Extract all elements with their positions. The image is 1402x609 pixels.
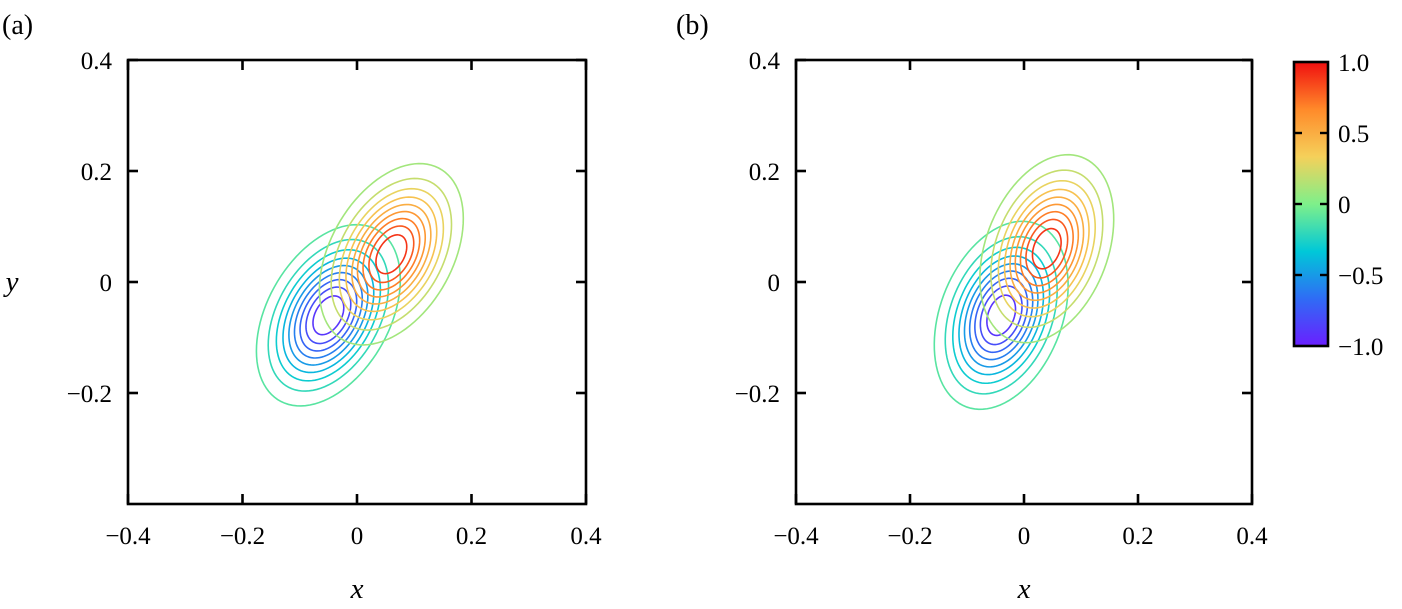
y-tick-label: −0.2 [735,381,780,408]
x-tick-label: 0.2 [1122,523,1153,550]
colorbar-tick-label: 0 [1338,192,1351,219]
colorbar-tick-label: −1.0 [1338,334,1383,361]
x-tick-label: 0 [351,523,364,550]
x-tick-label: 0 [1018,523,1031,550]
x-tick-label: 0.2 [456,523,487,550]
contour-level-0p1 [318,162,465,346]
plot-frame [126,58,588,506]
contour-lines [933,153,1115,411]
contour-level-m0p8 [979,285,1023,346]
contour-level-m0p6 [968,270,1034,361]
plot-frame [794,58,1254,506]
contour-level-0p4 [345,196,438,313]
panel-b: −0.4 −0.2 0 0.2 0.4 −0.2 0 0.2 0.4 x (b) [676,10,1268,605]
contour-level-m0p8 [305,286,352,345]
y-tick-label: −0.2 [67,381,112,408]
colorbar-tick-label: −0.5 [1338,263,1383,290]
y-tick-label: 0.4 [81,48,113,75]
contour-level-0p8 [368,225,415,284]
x-axis-title: x [350,573,364,605]
contour-level-0p2 [990,169,1104,329]
x-tick-label: 0.4 [570,523,602,550]
panels: −0.4 −0.2 0 0.2 0.4 −0.2 0 0.2 0.4 x y (a) −0.4 −0.2 0… [2,10,1268,605]
panel-a: −0.4 −0.2 0 0.2 0.4 −0.2 0 0.2 0.4 x y (a) [2,10,602,605]
contour-level-0p9 [1031,227,1062,270]
panel-label: (b) [676,10,709,41]
contour-level-0p6 [356,210,427,298]
contour-level-0p3 [997,179,1096,318]
contour-level-0p4 [1003,188,1090,309]
x-tick-label: 0.4 [1236,523,1268,550]
x-tick-label: −0.4 [773,523,819,550]
x-axis-title: x [1017,573,1031,605]
y-tick-label: 0.2 [749,159,780,186]
contour-level-m0p6 [293,271,364,359]
colorbar: −1.0 −0.5 0 0.5 1.0 [1292,50,1383,361]
contour-level-m0p9 [986,294,1017,337]
contour-level-m0p3 [952,246,1051,385]
contour-level-0p3 [338,187,445,321]
contour-level-0p8 [1025,218,1069,279]
contour-level-0p1 [979,153,1115,344]
panel-label: (a) [2,10,33,41]
contour-level-m0p5 [288,264,369,366]
colorbar-tick-label: 1.0 [1338,50,1369,77]
contour-lines [255,162,465,407]
y-tick-label: 0.4 [749,48,781,75]
x-tick-label: −0.4 [105,523,151,550]
contour-level-0p7 [362,217,421,291]
y-tick-label: 0 [768,270,781,297]
contour-level-0p9 [375,234,408,275]
contour-level-m0p3 [275,248,382,382]
contour-level-m0p1 [255,223,402,407]
x-tick-label: −0.2 [887,523,932,550]
y-tick-label: 0 [100,270,113,297]
contour-level-m0p7 [974,277,1029,354]
contour-level-0p5 [351,203,432,305]
contour-level-m0p2 [267,238,390,392]
contour-level-0p7 [1019,210,1074,287]
contour-level-0p5 [1009,196,1085,302]
y-axis-title: y [3,266,19,298]
x-tick-label: −0.2 [220,523,265,550]
colorbar-tick-label: 0.5 [1338,121,1369,148]
y-tick-label: 0.2 [81,159,112,186]
contour-level-0p2 [330,177,453,331]
contour-level-0p6 [1014,203,1080,294]
contour-level-m0p9 [312,295,345,336]
